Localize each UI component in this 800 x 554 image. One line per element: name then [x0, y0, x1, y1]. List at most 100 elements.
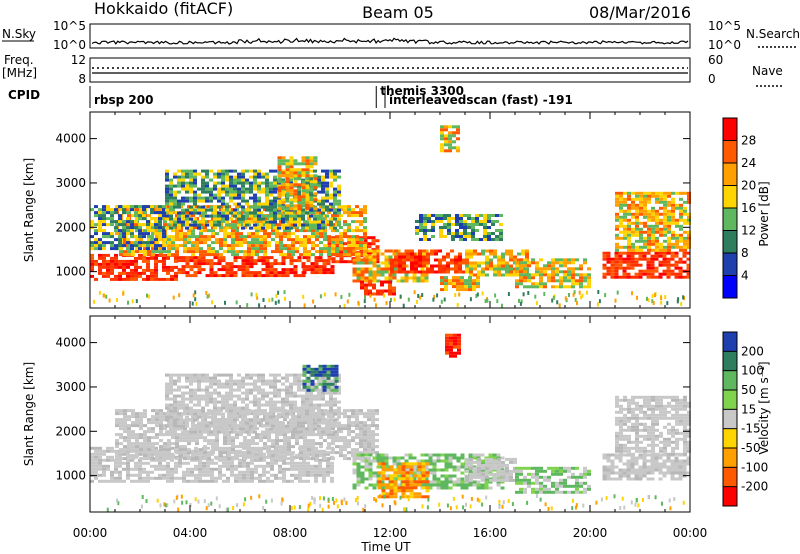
- heatmap-cell: [313, 180, 318, 184]
- heatmap-cell: [229, 184, 233, 188]
- heatmap-cell: [257, 214, 261, 218]
- heatmap-cell: [198, 452, 202, 456]
- heatmap-cell: [102, 244, 106, 248]
- heatmap-cell: [134, 271, 138, 275]
- heatmap-cell: [150, 476, 154, 480]
- heatmap-cell: [333, 169, 337, 173]
- heatmap-cell: [343, 457, 347, 461]
- heatmap-cell: [150, 277, 154, 281]
- heatmap-cell: [215, 457, 219, 461]
- heatmap-cell: [355, 433, 359, 437]
- heatmap-cell: [127, 253, 131, 257]
- heatmap-cell: [135, 299, 138, 304]
- heatmap-cell: [290, 479, 294, 483]
- heatmap-cell: [446, 267, 450, 271]
- heatmap-cell: [321, 184, 325, 188]
- heatmap-cell: [242, 446, 246, 450]
- heatmap-cell: [98, 458, 102, 462]
- heatmap-cell: [337, 208, 341, 212]
- heatmap-cell: [343, 436, 347, 440]
- heatmap-cell: [686, 257, 691, 261]
- heatmap-cell: [171, 244, 175, 248]
- heatmap-cell: [467, 232, 471, 235]
- heatmap-cell: [489, 261, 493, 265]
- heatmap-cell: [687, 245, 691, 249]
- heatmap-cell: [253, 226, 257, 230]
- heatmap-cell: [98, 220, 102, 224]
- heatmap-cell: [455, 235, 459, 238]
- heatmap-cell: [343, 232, 347, 236]
- heatmap-cell: [225, 274, 230, 278]
- heatmap-cell: [630, 263, 635, 267]
- heatmap-cell: [134, 241, 138, 245]
- heatmap-cell: [293, 220, 297, 224]
- heatmap-cell: [235, 457, 239, 461]
- heatmap-cell: [273, 178, 277, 182]
- heatmap-cell: [483, 238, 487, 241]
- heatmap-cell: [131, 448, 135, 452]
- heatmap-cell: [431, 229, 435, 232]
- heatmap-cell: [235, 250, 239, 254]
- heatmap-cell: [151, 427, 155, 431]
- heatmap-cell: [327, 257, 332, 261]
- heatmap-cell: [154, 274, 158, 278]
- heatmap-cell: [285, 195, 290, 199]
- heatmap-cell: [667, 191, 671, 195]
- heatmap-cell: [293, 259, 298, 263]
- heatmap-cell: [465, 252, 469, 256]
- heatmap-cell: [375, 418, 379, 422]
- heatmap-cell: [337, 175, 341, 179]
- heatmap-cell: [384, 261, 389, 265]
- heatmap-cell: [245, 214, 249, 218]
- heatmap-cell: [363, 457, 367, 461]
- heatmap-cell: [351, 409, 355, 413]
- heatmap-cell: [404, 276, 409, 280]
- heatmap-cell: [458, 292, 461, 297]
- heatmap-cell: [122, 232, 126, 236]
- heatmap-cell: [398, 267, 402, 271]
- heatmap-cell: [286, 467, 290, 471]
- heatmap-cell: [563, 279, 567, 283]
- heatmap-cell: [317, 376, 321, 380]
- heatmap-cell: [154, 217, 158, 221]
- heatmap-cell: [283, 454, 287, 458]
- nsky-strip: N.Sky 10^5 10^0 10^5 10^0 N.Search: [2, 19, 800, 52]
- heatmap-cell: [122, 226, 126, 230]
- heatmap-cell: [241, 274, 246, 278]
- nsearch-label: N.Search: [746, 27, 800, 41]
- heatmap-cell: [325, 181, 329, 185]
- heatmap-cell: [444, 143, 448, 147]
- heatmap-cell: [246, 303, 249, 308]
- heatmap-cell: [330, 265, 335, 269]
- heatmap-cell: [579, 276, 583, 280]
- heatmap-cell: [671, 233, 675, 237]
- heatmap-cell: [650, 269, 655, 273]
- heatmap-cell: [126, 473, 130, 477]
- heatmap-cell: [253, 211, 257, 215]
- heatmap-cell: [539, 279, 543, 283]
- heatmap-cell: [293, 159, 298, 163]
- heatmap-cell: [497, 264, 501, 268]
- heatmap-cell: [285, 199, 289, 203]
- heatmap-cell: [267, 436, 271, 440]
- heatmap-cell: [368, 267, 373, 271]
- heatmap-cell: [337, 193, 341, 197]
- heatmap-cell: [110, 241, 114, 245]
- heatmap-cell: [177, 175, 181, 179]
- heatmap-cell: [675, 224, 679, 228]
- heatmap-cell: [151, 418, 155, 422]
- heatmap-cell: [174, 470, 178, 474]
- heatmap-cell: [245, 265, 250, 269]
- heatmap-cell: [310, 268, 315, 272]
- heatmap-cell: [360, 276, 365, 280]
- heatmap-cell: [243, 241, 247, 245]
- heatmap-cell: [134, 226, 138, 230]
- heatmap-cell: [351, 430, 355, 434]
- heatmap-cell: [235, 229, 239, 233]
- heatmap-cell: [135, 223, 139, 227]
- heatmap-cell: [375, 424, 379, 428]
- heatmap-cell: [254, 467, 258, 471]
- heatmap-cell: [265, 271, 270, 275]
- heatmap-cell: [291, 445, 295, 449]
- heatmap-cell: [255, 253, 259, 257]
